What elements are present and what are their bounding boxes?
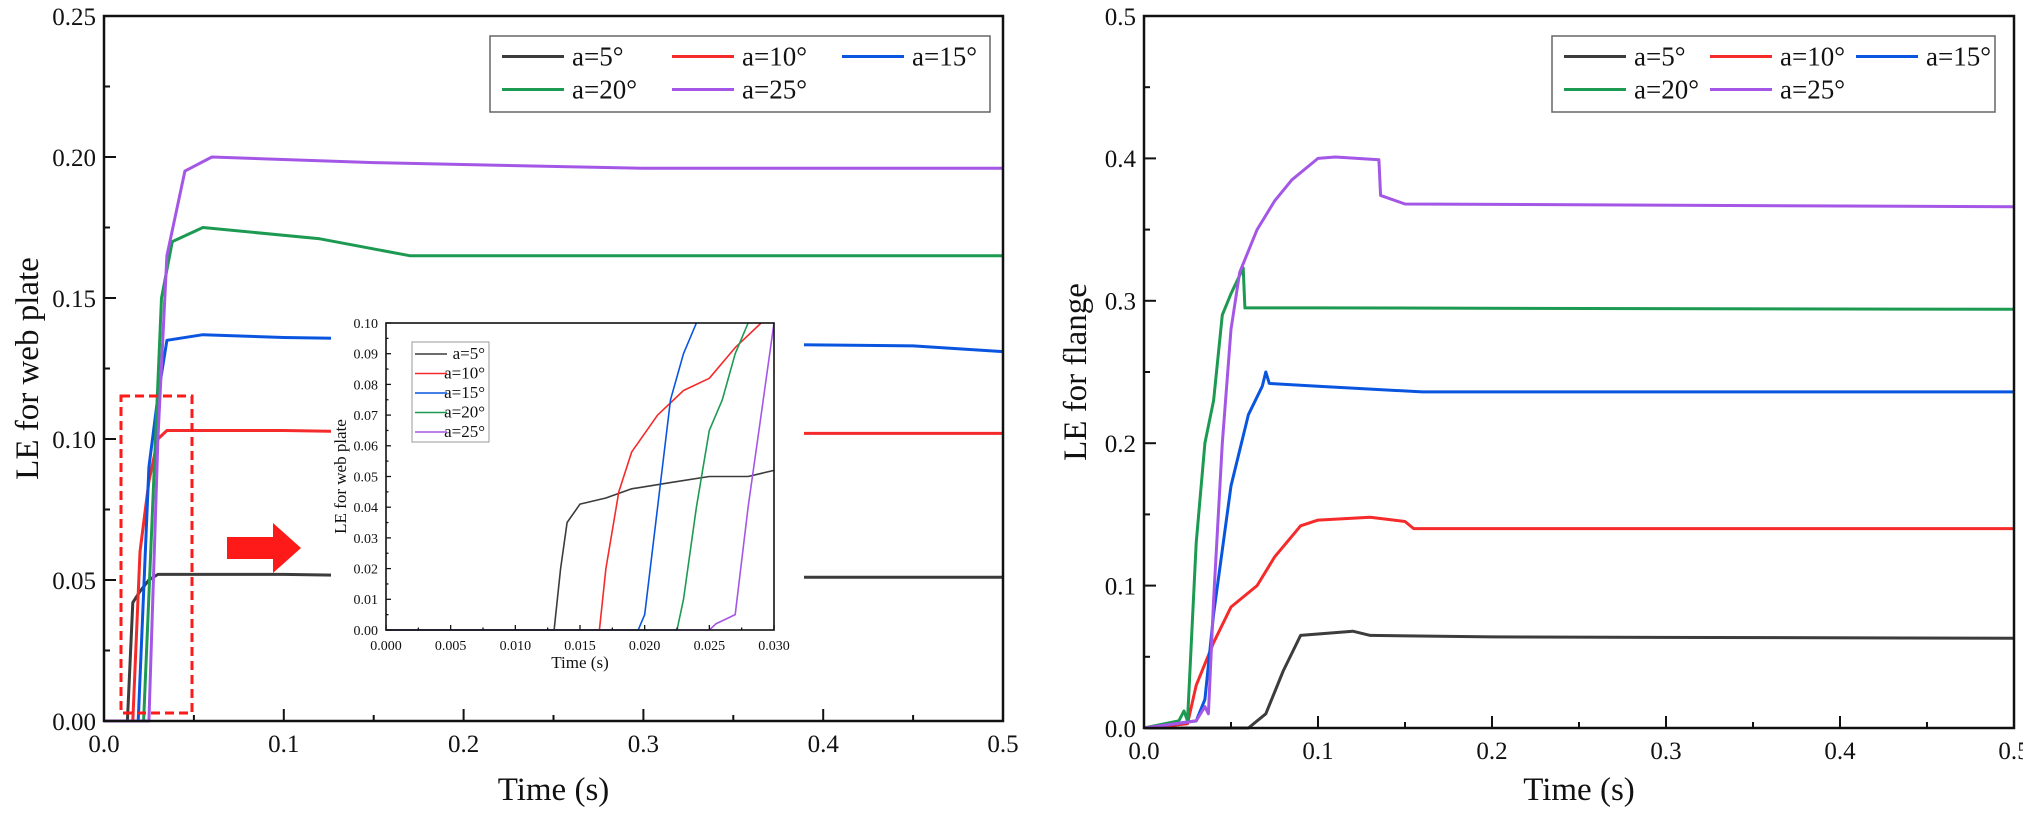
inset-x-axis-title: Time (s): [551, 653, 608, 672]
flange-x-tick-label: 0.2: [1476, 738, 1507, 765]
inset-series-line-3: [386, 322, 749, 631]
flange-y-tick-label: 0.3: [1105, 289, 1136, 316]
inset-y-tick-label: 0.07: [354, 409, 379, 424]
inset-y-tick-label: 0.10: [354, 317, 379, 332]
inset-legend-label: a=5°: [453, 344, 485, 363]
web-legend-label: a=20°: [572, 74, 637, 104]
flange-series-line-2: [1143, 370, 2014, 730]
inset-y-tick-label: 0.04: [354, 501, 379, 516]
flange-y-tick-label: 0.0: [1105, 716, 1136, 743]
web-y-tick-label: 0.00: [52, 709, 96, 736]
flange-legend-label: a=20°: [1634, 74, 1699, 104]
inset-legend-label: a=15°: [444, 383, 485, 402]
inset-series-line-0: [386, 469, 775, 631]
inset-legend-label: a=20°: [444, 403, 485, 422]
web-x-tick-label: 0.1: [268, 731, 299, 758]
flange-legend-label: a=15°: [1926, 41, 1991, 71]
flange-x-axis-title: Time (s): [1523, 772, 1635, 808]
inset-y-tick-label: 0.09: [354, 348, 379, 363]
web-legend-label: a=15°: [912, 41, 977, 71]
inset-x-tick-label: 0.015: [564, 639, 596, 654]
arrow-right-icon: [227, 523, 301, 573]
inset-x-tick-label: 0.020: [629, 639, 661, 654]
inset-y-tick-label: 0.08: [354, 378, 379, 393]
web-x-tick-label: 0.2: [448, 731, 479, 758]
web-legend-label: a=25°: [742, 74, 807, 104]
web-x-tick-label: 0.4: [808, 731, 840, 758]
inset-x-tick-label: 0.005: [435, 639, 467, 654]
web-y-tick-label: 0.05: [52, 568, 96, 595]
flange-legend-box: [1551, 35, 1996, 113]
web-y-tick-label: 0.25: [52, 4, 96, 31]
flange-series-line-3: [1143, 266, 2015, 730]
inset-legend-box: [411, 341, 490, 443]
flange-y-tick-label: 0.5: [1105, 4, 1136, 31]
inset-x-tick-label: 0.025: [694, 639, 726, 654]
flange-y-axis-title: LE for flange: [1058, 283, 1094, 461]
inset-background: [331, 311, 804, 675]
flange-legend: a=5° a=10° a=15° a=20° a=25°: [1551, 35, 1996, 113]
inset-plot: 0.000 0.005 0.010 0.015 0.020 0.025 0.030 0.00 0…: [331, 317, 790, 672]
web-series-line-4: [104, 155, 1003, 723]
web-y-tick-label: 0.15: [52, 286, 96, 313]
inset-legend-label: a=10°: [444, 364, 485, 383]
inset-legend: a=5°a=10°a=15°a=20°a=25°: [411, 341, 490, 443]
web-y-axis-title: LE for web plate: [10, 257, 46, 480]
flange-x-tick-label: 0.5: [1998, 738, 2023, 765]
inset-y-tick-label: 0.01: [354, 593, 379, 608]
inset-x-tick-label: 0.010: [500, 639, 532, 654]
web-legend-box: [489, 35, 991, 113]
inset-y-tick-label: 0.02: [354, 563, 379, 578]
web-series-line-3: [104, 226, 1003, 723]
flange-series-line-1: [1143, 515, 2014, 730]
web-x-tick-label: 0.5: [987, 731, 1018, 758]
inset-y-axis-title: LE for web plate: [331, 419, 350, 534]
web-legend: a=5° a=10° a=15° a=20° a=25°: [489, 35, 991, 113]
flange-x-tick-label: 0.3: [1650, 738, 1681, 765]
flange-legend-label: a=25°: [1780, 74, 1845, 104]
web-legend-label: a=5°: [572, 41, 624, 71]
inset-y-tick-label: 0.03: [354, 532, 379, 547]
flange-series-line-0: [1144, 629, 2015, 730]
inset-y-tick-label: 0.00: [354, 624, 379, 639]
web-x-tick-label: 0.3: [628, 731, 659, 758]
flange-series-line-4: [1143, 155, 2015, 730]
flange-legend-label: a=10°: [1780, 41, 1845, 71]
flange-y-tick-label: 0.1: [1105, 573, 1136, 600]
flange-x-tick-label: 0.0: [1128, 738, 1159, 765]
web-x-tick-label: 0.0: [88, 731, 119, 758]
web-y-tick-label: 0.10: [52, 427, 96, 454]
flange-x-tick-label: 0.4: [1824, 738, 1856, 765]
flange-x-tick-label: 0.1: [1302, 738, 1333, 765]
web-legend-label: a=10°: [742, 41, 807, 71]
inset-x-tick-label: 0.000: [370, 639, 402, 654]
flange-legend-label: a=5°: [1634, 41, 1686, 71]
web-x-axis-title: Time (s): [498, 772, 610, 808]
inset-x-tick-label: 0.030: [758, 639, 790, 654]
zoom-region-box: [119, 394, 194, 715]
web-y-tick-label: 0.20: [52, 145, 96, 172]
flange-y-tick-label: 0.2: [1105, 431, 1136, 458]
web-plot: 0.0 0.1 0.2 0.3 0.4 0.5 0.00 0.05 0.10 0.15 0.20 0.…: [10, 4, 1019, 808]
inset-series-line-1: [386, 322, 762, 631]
inset-y-tick-label: 0.05: [354, 470, 379, 485]
flange-plot-frame: [1142, 14, 2016, 730]
flange-plot: 0.0 0.1 0.2 0.3 0.4 0.5 0.0 0.1 0.2 0.3 0.4 0.5 Time…: [1058, 4, 2023, 808]
inset-y-tick-label: 0.06: [354, 440, 379, 455]
flange-y-tick-label: 0.4: [1105, 146, 1137, 173]
inset-legend-label: a=25°: [444, 422, 485, 441]
